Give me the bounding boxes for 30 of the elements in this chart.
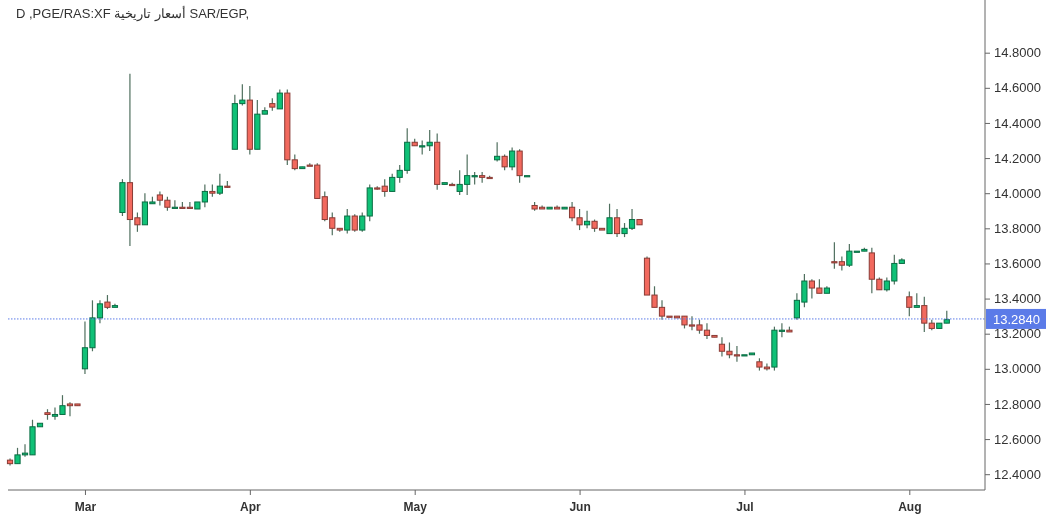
- y-tick-label: 13.0000: [994, 361, 1041, 377]
- candlestick: [613, 208, 621, 238]
- text: D ,PGE/RAS:XF أسعار تاريخية SAR/EGP,: [16, 5, 250, 22]
- x-tick-label: Mar: [74, 500, 97, 515]
- ref-line-label: 13.2840: [993, 311, 1040, 327]
- candlestick: [216, 173, 223, 196]
- x-tick-label: May: [403, 500, 428, 515]
- y-tick-label: 14.2000: [994, 150, 1041, 166]
- candlestick: [606, 203, 613, 235]
- x-tick-label: Aug: [898, 500, 922, 515]
- y-tick-label: 13.4000: [994, 291, 1041, 307]
- y-tick-label: 14.4000: [994, 115, 1041, 131]
- candlestick: [906, 290, 913, 317]
- y-tick-label: 14.8000: [994, 45, 1041, 61]
- y-tick-label: 13.2000: [994, 326, 1041, 342]
- y-tick-label: 12.8000: [994, 396, 1041, 412]
- x-tick-label: Apr: [240, 500, 261, 515]
- candlestick: [344, 208, 351, 235]
- y-tick-label: 14.6000: [994, 80, 1041, 96]
- y-tick-label: 12.4000: [994, 466, 1041, 482]
- y-tick-label: 12.6000: [994, 431, 1041, 447]
- x-tick-label: Jul: [736, 500, 754, 515]
- y-tick-label: 13.8000: [994, 220, 1041, 236]
- y-tick-label: 14.0000: [994, 185, 1041, 201]
- candlestick: [171, 199, 178, 209]
- x-tick-label: Jun: [569, 500, 591, 515]
- candlestick: [276, 88, 283, 110]
- candlestick: [509, 146, 516, 171]
- y-tick-label: 13.6000: [994, 256, 1041, 272]
- candlestick: [553, 204, 561, 210]
